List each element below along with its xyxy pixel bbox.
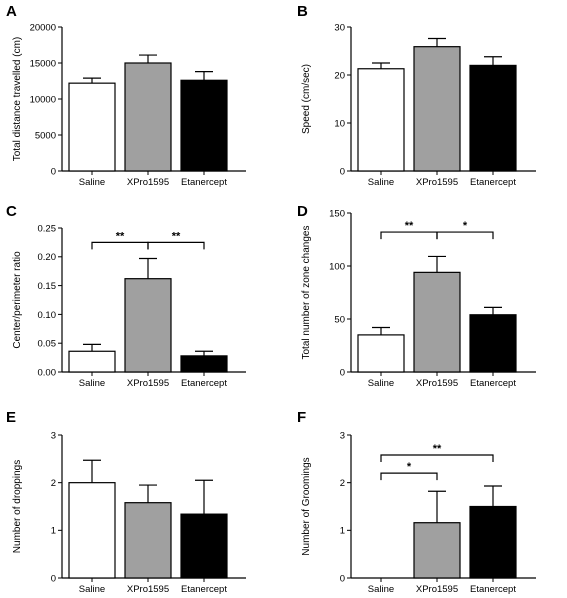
panel-label: F bbox=[297, 409, 306, 426]
y-axis-title: Number of Groomings bbox=[301, 457, 312, 555]
y-tick-label: 100 bbox=[329, 261, 345, 272]
panel-label: D bbox=[297, 203, 308, 220]
y-tick-label: 30 bbox=[334, 22, 345, 33]
y-tick-label: 20000 bbox=[30, 22, 56, 33]
x-tick-label: XPro1595 bbox=[416, 378, 458, 389]
y-tick-label: 0.10 bbox=[38, 310, 57, 321]
bar-saline bbox=[68, 350, 116, 373]
y-tick-label: 0 bbox=[340, 367, 345, 378]
significance-label: ** bbox=[116, 230, 125, 242]
x-tick-label: Etanercept bbox=[470, 584, 516, 595]
significance-bracket bbox=[147, 241, 205, 250]
y-axis-title: Center/perimeter ratio bbox=[12, 251, 23, 349]
y-tick-label: 0.00 bbox=[38, 367, 57, 378]
significance-label: ** bbox=[433, 443, 442, 455]
y-axis-title: Number of droppings bbox=[12, 460, 23, 553]
y-tick-label: 0 bbox=[340, 166, 345, 177]
x-tick-label: Etanercept bbox=[181, 378, 227, 389]
x-tick-label: Saline bbox=[368, 378, 394, 389]
y-axis-title: Total number of zone changes bbox=[301, 226, 312, 360]
y-tick-label: 5000 bbox=[35, 130, 56, 141]
panel-label: B bbox=[297, 3, 308, 20]
y-tick-label: 20 bbox=[334, 70, 345, 81]
significance-label: * bbox=[407, 461, 412, 473]
bar-saline bbox=[357, 334, 405, 373]
panel-label: A bbox=[6, 3, 17, 20]
panel-c: C 0.00 0.05 0.10 0.15 0.20 0.25 Center/perimete… bbox=[6, 203, 246, 389]
bar-etanercept bbox=[469, 64, 517, 172]
x-tick-label: XPro1595 bbox=[127, 378, 169, 389]
bar-etanercept bbox=[180, 355, 228, 373]
panel-e: E 0 1 2 3 Number of droppings Saline XPro1595 Et… bbox=[6, 409, 246, 595]
significance-bracket bbox=[380, 231, 438, 240]
x-tick-label: Saline bbox=[368, 177, 394, 188]
significance-label: ** bbox=[405, 220, 414, 232]
y-tick-label: 0 bbox=[51, 573, 56, 584]
panel-label: E bbox=[6, 409, 16, 426]
y-tick-label: 0.05 bbox=[38, 339, 57, 350]
bar-saline bbox=[68, 82, 116, 172]
bar-saline bbox=[68, 482, 116, 579]
y-tick-label: 0.20 bbox=[38, 252, 57, 263]
panel-d: D 0 50 100 150 Total number of zone changes Sa… bbox=[297, 203, 536, 389]
bar-etanercept bbox=[469, 314, 517, 373]
panel-label: C bbox=[6, 203, 17, 220]
y-tick-label: 1 bbox=[340, 526, 345, 537]
x-tick-label: Saline bbox=[79, 378, 105, 389]
x-tick-label: XPro1595 bbox=[416, 584, 458, 595]
y-tick-label: 0 bbox=[51, 166, 56, 177]
bar-xpro1595 bbox=[124, 502, 172, 579]
x-tick-label: XPro1595 bbox=[127, 177, 169, 188]
bar-xpro1595 bbox=[124, 278, 172, 373]
x-tick-label: Saline bbox=[368, 584, 394, 595]
bar-xpro1595 bbox=[124, 62, 172, 172]
y-tick-label: 10000 bbox=[30, 94, 56, 105]
bar-etanercept bbox=[180, 79, 228, 172]
bar-xpro1595 bbox=[413, 46, 461, 172]
bar-saline bbox=[357, 68, 405, 172]
y-tick-label: 0.15 bbox=[38, 281, 57, 292]
bar-xpro1595 bbox=[413, 522, 461, 579]
x-tick-label: Etanercept bbox=[470, 177, 516, 188]
x-tick-label: Etanercept bbox=[470, 378, 516, 389]
bar-etanercept bbox=[180, 513, 228, 579]
y-tick-label: 10 bbox=[334, 118, 345, 129]
panel-f: F 0 1 2 3 Number of Groomings Saline XPro1595 Et… bbox=[297, 409, 536, 595]
x-tick-label: XPro1595 bbox=[127, 584, 169, 595]
x-tick-label: Etanercept bbox=[181, 177, 227, 188]
y-tick-label: 2 bbox=[340, 478, 345, 489]
panel-b: B 0 10 20 30 Speed (cm/sec) Saline XPro1595 Etan… bbox=[297, 3, 536, 188]
significance-bracket bbox=[436, 231, 494, 240]
y-tick-label: 150 bbox=[329, 208, 345, 219]
y-axis-title: Total distance travelled (cm) bbox=[12, 37, 23, 162]
x-tick-label: Etanercept bbox=[181, 584, 227, 595]
y-tick-label: 15000 bbox=[30, 58, 56, 69]
y-tick-label: 50 bbox=[334, 314, 345, 325]
bar-etanercept bbox=[469, 505, 517, 579]
significance-label: * bbox=[463, 220, 468, 232]
y-tick-label: 2 bbox=[51, 478, 56, 489]
significance-bracket bbox=[91, 241, 149, 250]
y-tick-label: 0 bbox=[340, 573, 345, 584]
y-tick-label: 1 bbox=[51, 526, 56, 537]
y-tick-label: 0.25 bbox=[38, 223, 57, 234]
x-tick-label: Saline bbox=[79, 584, 105, 595]
y-axis-title: Speed (cm/sec) bbox=[301, 64, 312, 134]
significance-bracket bbox=[380, 472, 438, 481]
significance-label: ** bbox=[172, 230, 181, 242]
significance-bracket bbox=[380, 454, 494, 463]
y-tick-label: 3 bbox=[340, 430, 345, 441]
y-tick-label: 3 bbox=[51, 430, 56, 441]
panel-a: A 0 5000 10000 15000 20000 Total distance trav… bbox=[6, 3, 246, 188]
x-tick-label: Saline bbox=[79, 177, 105, 188]
bar-xpro1595 bbox=[413, 271, 461, 373]
x-tick-label: XPro1595 bbox=[416, 177, 458, 188]
